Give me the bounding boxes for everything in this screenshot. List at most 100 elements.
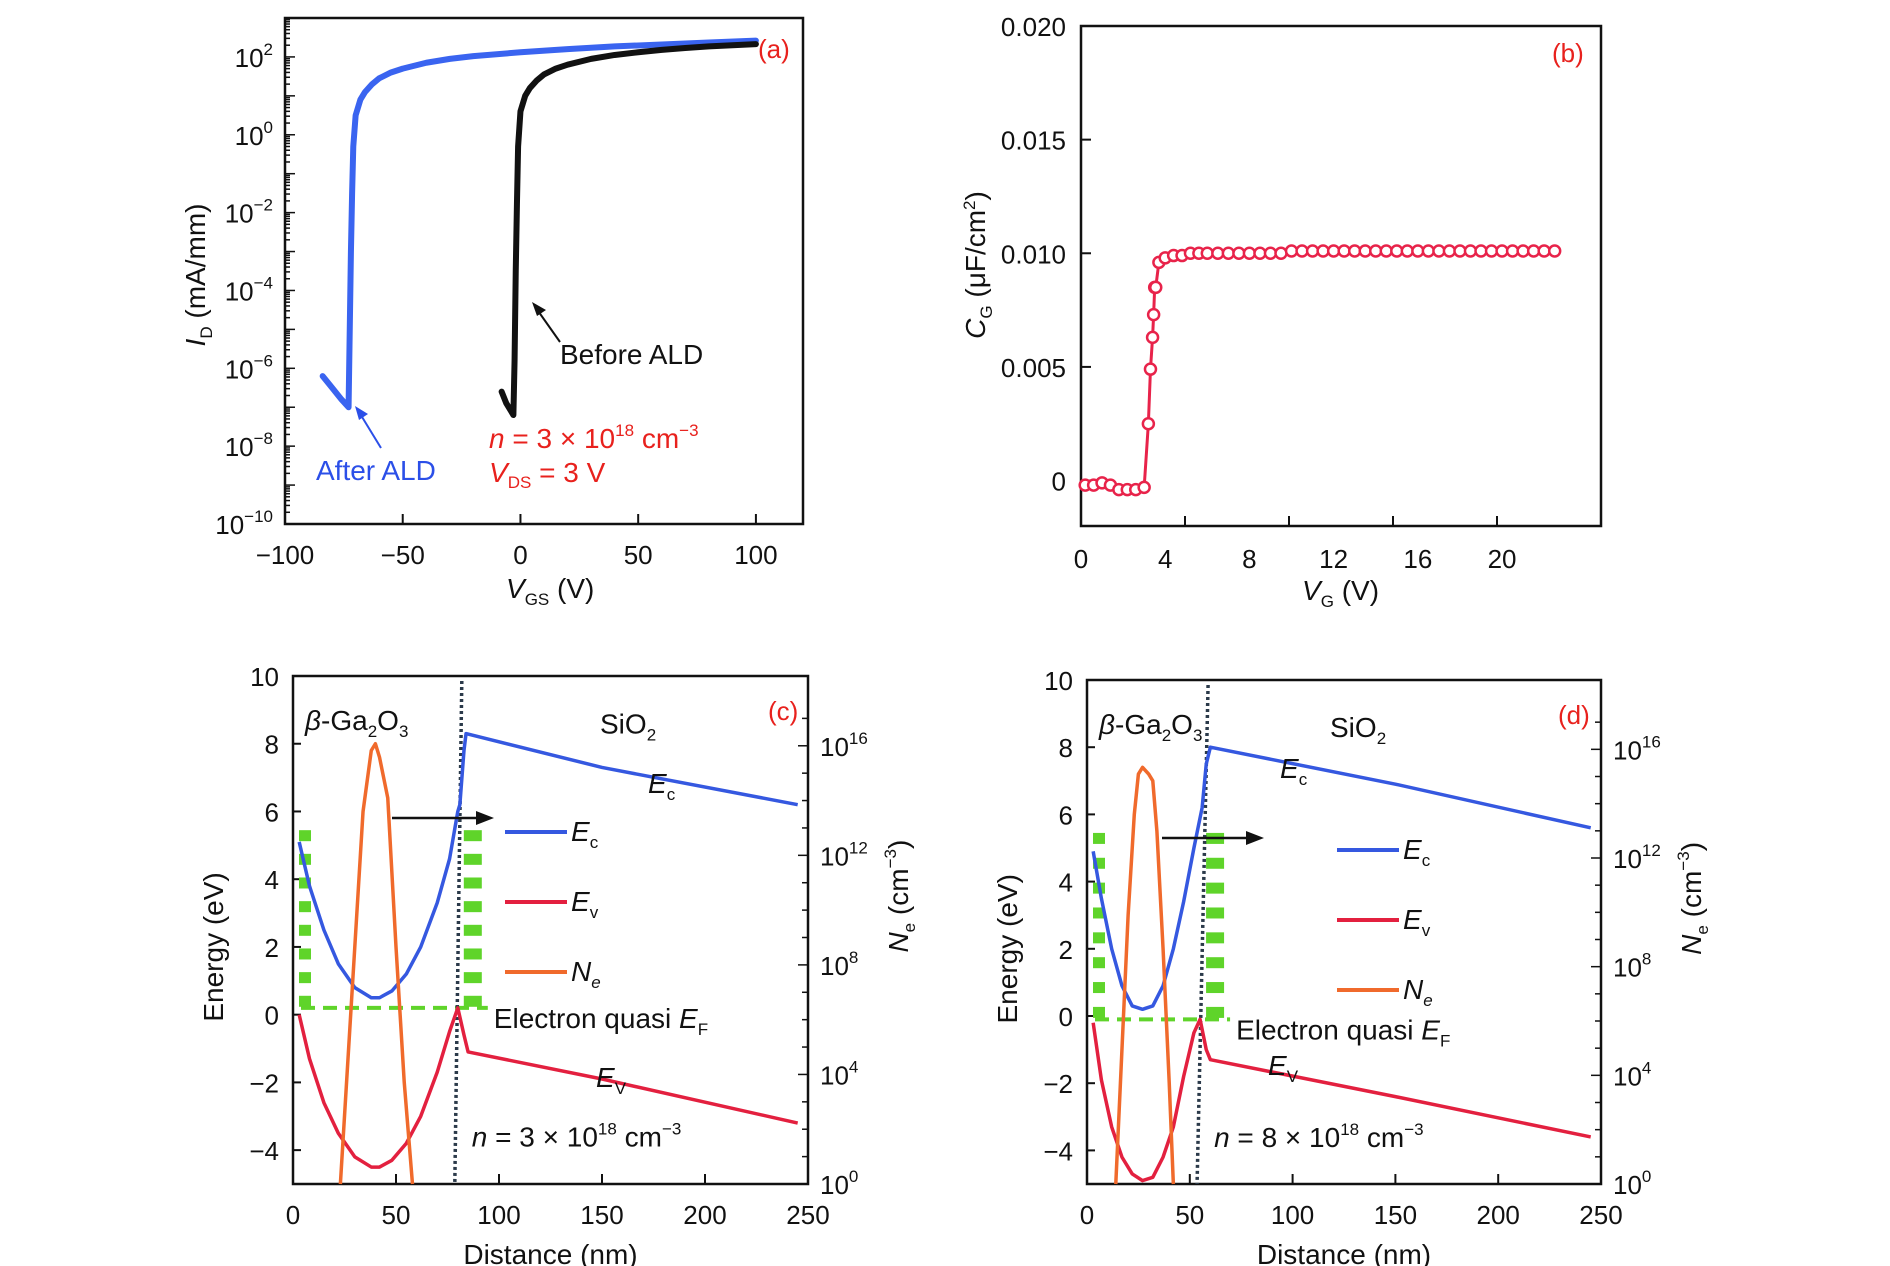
panel-d-y2tick-label: 104 (1613, 1058, 1651, 1091)
series-ec (1091, 745, 1592, 1012)
panel-b-xlabel: VG (V) (1302, 575, 1379, 611)
panel-d-band-diagram: 0 50 100 150 200 250 −4 −2 0 2 4 6 8 10 100 104 108 1012 1… (992, 666, 1712, 1266)
panel-b-xtick-label: 8 (1242, 544, 1256, 574)
panel-d-ytick-label: 2 (1059, 935, 1073, 965)
panel-b-ylabel-sup: 2 (960, 200, 979, 209)
panel-c-ytick-label: 10 (250, 662, 279, 692)
panel-d-ytick-label: −2 (1043, 1069, 1073, 1099)
panel-a-xlabel-sub: GS (525, 590, 550, 609)
panel-b-ylabel: CG (μF/cm2) (960, 191, 996, 339)
interface-line (453, 680, 464, 1185)
cg-data-point (1148, 280, 1163, 295)
panel-d-ytick-label: 8 (1059, 733, 1073, 763)
doping-annotation: n = 3 × 1018 cm−3 (472, 1120, 682, 1153)
panel-c-ytick-label: 0 (265, 1001, 279, 1031)
vds-annotation: VDS = 3 V (489, 457, 606, 492)
before-ald-arrowhead (532, 302, 546, 316)
doping-exp: 18 (615, 421, 634, 440)
panel-a-ylabel: ID (mA/mm) (180, 204, 216, 347)
panel-a-xlabel: VGS (V) (506, 573, 594, 609)
vds-value: = 3 V (531, 457, 605, 488)
panel-b-xtick-label: 4 (1158, 544, 1172, 574)
cg-data-point (1547, 244, 1562, 258)
panel-d-series: β-Ga2O3 SiO2 Ec EV Ec Ev Ne Electron quasi EF n … (1091, 684, 1592, 1185)
panel-a-ylabel-sub: D (197, 326, 216, 338)
legend-label-ev: Ev (571, 886, 599, 922)
panel-d-xtick-label: 100 (1271, 1200, 1314, 1230)
panel-b-series (1078, 244, 1562, 497)
panel-a-ytick-label: 10−4 (225, 273, 273, 306)
panel-b-ytick-label: 0.005 (1001, 353, 1066, 383)
quasi-fermi-marker (1206, 882, 1225, 894)
panel-c-y2tick-label: 104 (820, 1057, 858, 1090)
panel-b-ytick-label: 0.010 (1001, 239, 1066, 269)
quasi-fermi-label: Electron quasi EF (494, 1003, 708, 1039)
panel-d-ylabel: Energy (eV) (992, 874, 1023, 1023)
legend-label-ne: Ne (1403, 974, 1433, 1010)
after-ald-annotation: After ALD (316, 455, 436, 486)
quasi-fermi-marker (299, 995, 311, 1007)
panel-c-frame (291, 674, 810, 1186)
quasi-fermi-marker (1093, 982, 1105, 994)
panel-d-y2tick-label: 108 (1613, 950, 1651, 983)
cg-data-point (1145, 330, 1160, 345)
panel-a-label: (a) (758, 34, 790, 64)
legend-label-ev: Ev (1403, 904, 1431, 940)
panel-d-ytick-label: 4 (1059, 868, 1073, 898)
panel-c-band-diagram: 0 50 100 150 200 250 −4 −2 0 2 4 6 8 10 100 104 108 1012 1… (198, 662, 919, 1266)
direction-arrowhead (476, 811, 494, 825)
panel-a-xtick-label: 50 (624, 540, 653, 570)
quasi-fermi-marker (299, 830, 311, 842)
panel-d-y2tick-label: 100 (1613, 1167, 1651, 1200)
panel-a-ytick-label: 102 (235, 40, 273, 73)
panel-c-xtick-label: 100 (477, 1200, 520, 1230)
panel-c-y2label: Ne (cm−3) (881, 840, 919, 953)
panel-c-xtick-label: 150 (580, 1200, 623, 1230)
panel-d-ytick-label: 6 (1059, 800, 1073, 830)
panel-a-ytick-label: 10−10 (215, 507, 273, 540)
panel-c-y2tick-label: 100 (820, 1167, 858, 1200)
quasi-fermi-marker (1093, 932, 1105, 944)
doping-unit: cm (634, 423, 679, 454)
quasi-fermi-marker (463, 972, 482, 984)
panel-a-ylabel-unit: (mA/mm) (180, 204, 211, 327)
panel-c-series: β-Ga2O3 SiO2 Ec EV Ec Ev Ne Electron quasi EF n … (297, 680, 799, 1185)
quasi-fermi-marker (299, 877, 311, 889)
before-ald-annotation: Before ALD (560, 339, 703, 370)
panel-a-axis-ticks: −100 −50 0 50 100 10−10 10−8 10−6 10−4 10−2 100 102 (215, 19, 778, 570)
cg-data-point (1137, 480, 1151, 495)
quasi-fermi-marker (299, 972, 311, 984)
series-before-ald (498, 41, 759, 419)
ev-curve-label: EV (1268, 1050, 1299, 1086)
panel-b-label: (b) (1552, 38, 1584, 68)
panel-c-label: (c) (768, 696, 798, 726)
quasi-fermi-marker (463, 901, 482, 913)
panel-b-axis-ticks: 0 4 8 12 16 20 0 0.005 0.010 0.015 0.020 (1001, 12, 1517, 574)
panel-d-xtick-label: 150 (1374, 1200, 1417, 1230)
panel-b-ytick-label: 0.020 (1001, 12, 1066, 42)
vds-symbol: V (489, 457, 510, 488)
panel-d-y2tick-label: 1012 (1613, 841, 1661, 874)
ec-curve-label: Ec (1280, 753, 1308, 789)
quasi-fermi-marker (463, 948, 482, 960)
quasi-fermi-marker (299, 901, 311, 913)
series-ne (338, 741, 415, 1185)
panel-b-xtick-label: 16 (1403, 544, 1432, 574)
doping-annotation: n = 3 × 1018 cm−3 (489, 421, 699, 454)
panel-b-ytick-label: 0.015 (1001, 126, 1066, 156)
panel-b-xtick-label: 0 (1074, 544, 1088, 574)
panel-c-y2tick-label: 1012 (820, 838, 868, 871)
doping-n-symbol: n (489, 423, 505, 454)
panel-c-ytick-label: −4 (249, 1136, 279, 1166)
panel-d-xtick-label: 250 (1579, 1200, 1622, 1230)
quasi-fermi-marker (463, 853, 482, 865)
quasi-fermi-marker (1206, 957, 1225, 969)
panel-d-frame (1085, 678, 1603, 1186)
quasi-fermi-marker (1206, 907, 1225, 919)
quasi-fermi-marker (463, 830, 482, 842)
series-ne (1114, 765, 1176, 1185)
panel-c-ytick-label: 6 (265, 797, 279, 827)
doping-unit-exp: −3 (679, 421, 698, 440)
panel-d-xtick-label: 200 (1477, 1200, 1520, 1230)
